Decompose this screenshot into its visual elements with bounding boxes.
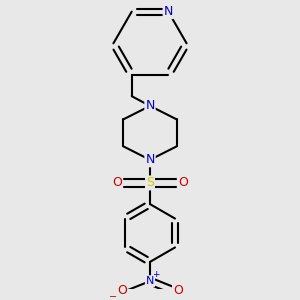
- Text: O: O: [178, 176, 188, 189]
- Text: N: N: [145, 99, 155, 112]
- Text: −: −: [110, 292, 118, 300]
- Text: N: N: [164, 5, 173, 18]
- Text: O: O: [112, 176, 122, 189]
- Text: O: O: [117, 284, 127, 297]
- Text: N: N: [146, 276, 154, 286]
- Text: O: O: [173, 284, 183, 297]
- Text: +: +: [152, 270, 160, 279]
- Text: S: S: [146, 176, 154, 189]
- Text: N: N: [145, 153, 155, 166]
